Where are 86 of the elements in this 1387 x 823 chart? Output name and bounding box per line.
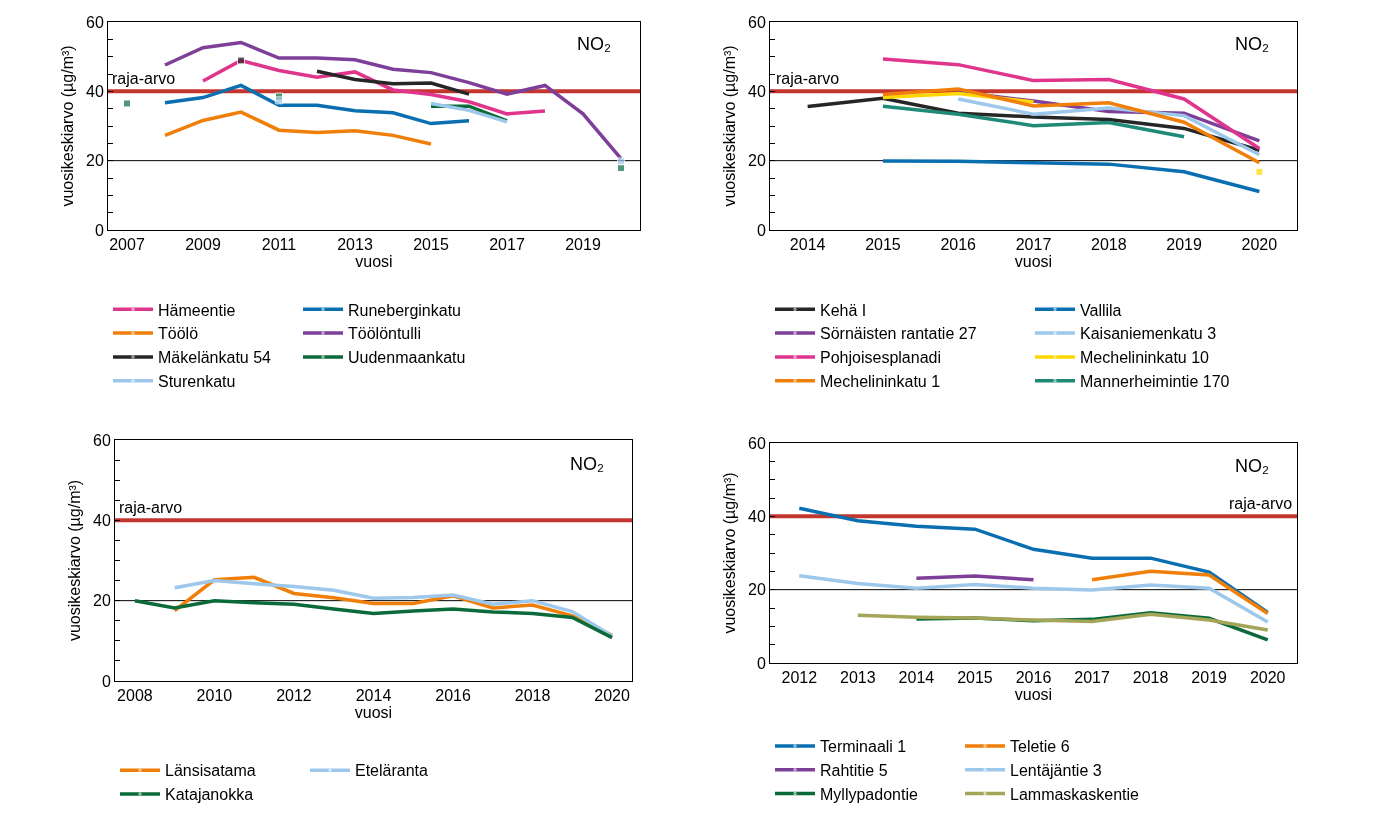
legend-label: Mechelininkatu 1 <box>820 372 941 390</box>
annotation: NO₂ <box>1235 34 1269 54</box>
x-tick-label: 2012 <box>781 669 818 687</box>
x-axis-title: vuosi <box>355 253 393 271</box>
x-axis-title: vuosi <box>1014 686 1053 704</box>
y-tick-label: 60 <box>748 434 766 452</box>
x-tick-label: 2020 <box>1241 236 1278 254</box>
annotation: raja-arvo <box>112 70 176 87</box>
x-tick-label: 2017 <box>1015 236 1052 254</box>
y-tick-label: 60 <box>93 431 111 449</box>
x-axis-title: vuosi <box>354 704 393 722</box>
annotation: raja-arvo <box>119 499 183 516</box>
y-tick-label: 0 <box>756 221 766 239</box>
x-tick-label: 2007 <box>109 236 145 254</box>
y-tick-label: 40 <box>748 82 766 100</box>
legend-label: Mechelininkatu 10 <box>1080 349 1210 367</box>
legend-label: Hämeentie <box>158 301 236 319</box>
legend-label: Uudenmaankatu <box>348 349 466 367</box>
y-axis-title: vuosikeskiarvo (µg/m³) <box>58 45 76 207</box>
x-tick-label: 2017 <box>1074 669 1110 687</box>
legend-label: Rahtitie 5 <box>820 761 888 779</box>
y-tick-label: 40 <box>93 511 111 529</box>
x-tick-label: 2018 <box>1132 669 1169 687</box>
y-tick-label: 0 <box>101 672 111 690</box>
x-tick-label: 2012 <box>276 687 312 705</box>
x-tick-label: 2019 <box>1166 236 1202 254</box>
annotation: NO₂ <box>577 34 611 54</box>
x-axis-title: vuosi <box>1014 253 1053 271</box>
x-tick-label: 2011 <box>261 236 297 254</box>
y-axis-title: vuosikeskiarvo (µg/m³) <box>720 45 738 207</box>
y-tick-label: 0 <box>756 654 766 672</box>
annotation: NO₂ <box>570 454 604 474</box>
x-tick-label: 2018 <box>1090 236 1127 254</box>
annotation: NO₂ <box>1235 456 1269 476</box>
x-tick-label: 2019 <box>1191 669 1228 687</box>
legend-label: Terminaali 1 <box>820 738 907 756</box>
legend-label: Lammaskaskentie <box>1010 785 1140 803</box>
x-tick-label: 2013 <box>840 669 876 687</box>
legend-label: Töölö <box>158 325 199 343</box>
legend-label: Myllypadontie <box>820 785 918 803</box>
legend-label: Kehä I <box>820 301 867 319</box>
x-tick-label: 2017 <box>489 236 525 254</box>
y-tick-label: 20 <box>86 152 104 170</box>
y-tick-label: 40 <box>748 507 766 525</box>
x-tick-label: 2014 <box>898 669 935 687</box>
legend-label: Töölöntulli <box>348 325 421 343</box>
legend-label: Vallila <box>1080 301 1122 319</box>
x-tick-label: 2014 <box>355 687 392 705</box>
y-axis-title: vuosikeskiarvo (µg/m³) <box>65 479 83 642</box>
x-tick-label: 2010 <box>196 687 233 705</box>
y-tick-label: 60 <box>748 13 766 31</box>
y-tick-label: 20 <box>748 152 766 170</box>
legend-label: Sturenkatu <box>158 372 236 390</box>
legend-label: Mannerheimintie 170 <box>1080 372 1230 390</box>
x-tick-label: 2008 <box>117 687 153 705</box>
legend-label: Kaisaniemenkatu 3 <box>1080 325 1217 343</box>
annotation: raja-arvo <box>776 70 840 87</box>
y-tick-label: 20 <box>748 581 766 599</box>
y-tick-label: 20 <box>93 592 111 610</box>
legend-label: Pohjoisesplanadi <box>820 349 941 367</box>
legend-label: Mäkelänkatu 54 <box>158 349 272 367</box>
legend-label: Sörnäisten rantatie 27 <box>820 325 977 343</box>
x-tick-label: 2016 <box>940 236 977 254</box>
x-tick-label: 2019 <box>565 236 601 254</box>
legend-label: Länsisatama <box>165 762 256 780</box>
y-tick-label: 60 <box>86 13 104 31</box>
x-tick-label: 2018 <box>514 687 551 705</box>
x-tick-label: 2013 <box>337 236 373 254</box>
x-tick-label: 2016 <box>1015 669 1052 687</box>
x-tick-label: 2015 <box>957 669 993 687</box>
x-tick-label: 2016 <box>435 687 471 705</box>
legend-label: Teletie 6 <box>1010 738 1070 756</box>
legend-label: Katajanokka <box>165 786 254 804</box>
annotation: raja-arvo <box>1229 495 1293 512</box>
legend-label: Runeberginkatu <box>348 301 461 319</box>
x-tick-label: 2020 <box>594 687 631 705</box>
y-tick-label: 40 <box>86 82 104 100</box>
x-tick-label: 2014 <box>789 236 826 254</box>
y-tick-label: 0 <box>94 221 104 239</box>
legend-label: Lentäjäntie 3 <box>1010 761 1102 779</box>
x-tick-label: 2015 <box>413 236 449 254</box>
x-tick-label: 2015 <box>865 236 901 254</box>
y-axis-title: vuosikeskiarvo (µg/m³) <box>720 472 738 634</box>
legend-label: Eteläranta <box>355 762 429 780</box>
x-tick-label: 2020 <box>1249 669 1286 687</box>
x-tick-label: 2009 <box>185 236 221 254</box>
